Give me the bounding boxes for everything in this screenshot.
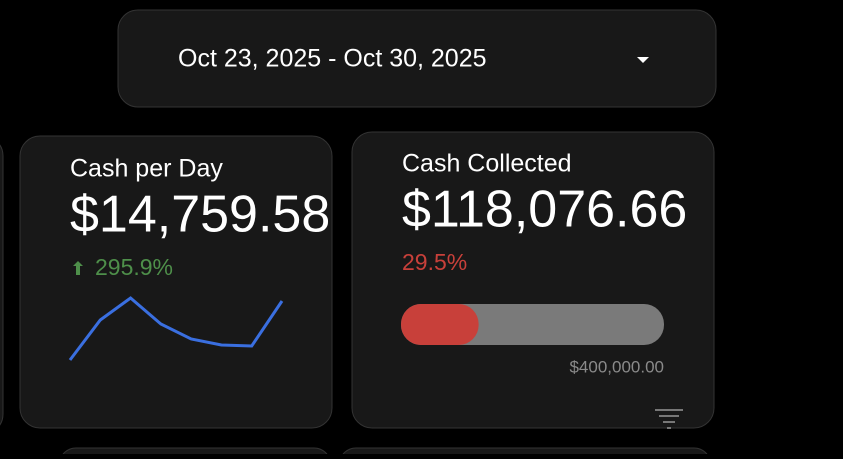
card-value: $118,076.66 xyxy=(402,181,687,239)
partial-card xyxy=(0,144,4,426)
progress-target: $400,000.00 xyxy=(569,357,664,376)
partial-card xyxy=(340,447,710,459)
card-title: Cash per Day xyxy=(70,155,223,183)
card-change: 295.9% xyxy=(95,254,173,280)
card xyxy=(351,131,715,429)
sparkline xyxy=(68,296,284,361)
card xyxy=(19,135,333,429)
card-title: Cash Collected xyxy=(402,150,572,178)
card-percent: 29.5% xyxy=(402,249,467,275)
dropdown-arrow[interactable] xyxy=(637,57,649,63)
date-range[interactable]: Oct 23, 2025 - Oct 30, 2025 xyxy=(178,45,487,73)
filter-icon[interactable] xyxy=(655,409,683,429)
card-value: $14,759.58 xyxy=(70,186,330,244)
sparkline-path xyxy=(68,296,284,361)
date-picker[interactable] xyxy=(117,9,717,108)
partial-card xyxy=(60,447,330,459)
up-arrow xyxy=(73,261,83,275)
progress-fill xyxy=(401,304,479,345)
progress xyxy=(401,304,479,345)
